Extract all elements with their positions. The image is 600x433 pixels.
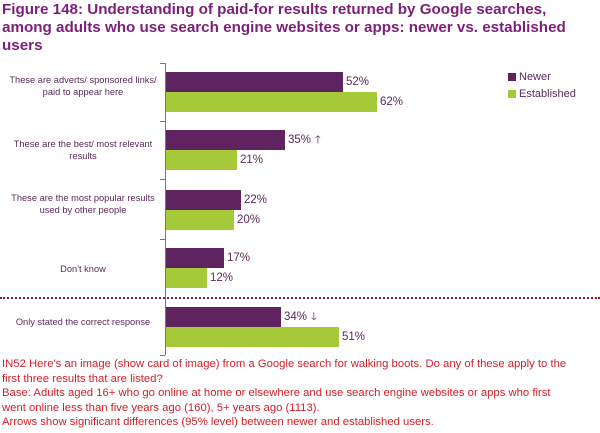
arrow-up-icon: 🡑 — [315, 134, 321, 146]
bar-newer — [166, 248, 224, 268]
axis-tick — [160, 121, 165, 122]
value-label: 62% — [380, 92, 403, 112]
dotted-divider — [0, 297, 600, 299]
category-label: These are the most popular results used … — [11, 193, 155, 215]
legend: Newer Established — [508, 68, 576, 102]
value-label: 34% 🡓 — [284, 307, 317, 327]
value-text: 20% — [237, 214, 261, 226]
footnote-question-cont: first three results that are listed? — [2, 372, 163, 385]
value-label: 51% — [342, 327, 365, 347]
legend-label: Newer — [519, 70, 551, 83]
footnote: IN52 Here's an image (show card of image… — [2, 357, 600, 430]
value-label: 17% — [227, 248, 250, 268]
legend-item-newer: Newer — [508, 68, 576, 85]
value-text: 22% — [244, 194, 268, 206]
footnote-base: Base: Adults aged 16+ who go online at h… — [2, 387, 551, 400]
category-label: These are the best/ most relevant result… — [13, 139, 153, 161]
legend-label: Established — [519, 87, 576, 100]
footnote-base-cont: went online less than five years ago (16… — [2, 401, 320, 414]
category-label: Don't know — [60, 264, 106, 274]
value-label: 35% 🡑 — [288, 130, 321, 150]
footnote-question: IN52 Here's an image (show card of image… — [2, 358, 567, 370]
value-label: 20% — [237, 210, 260, 230]
value-text: 35% — [288, 134, 312, 146]
arrow-down-icon: 🡓 — [311, 311, 317, 323]
bar-established — [166, 268, 207, 288]
value-label: 22% — [244, 190, 267, 210]
value-label: 52% — [346, 72, 369, 92]
y-axis — [165, 63, 166, 355]
bar-newer — [166, 130, 285, 150]
value-label: 21% — [240, 150, 263, 170]
bar-newer — [166, 307, 281, 327]
axis-tick — [160, 239, 165, 240]
value-label: 12% — [210, 268, 233, 288]
bar-newer — [166, 72, 343, 92]
bar-newer — [166, 190, 241, 210]
axis-tick — [160, 63, 165, 64]
axis-tick — [160, 355, 165, 356]
legend-swatch-established — [508, 89, 516, 98]
legend-swatch-newer — [508, 72, 516, 81]
bar-established — [166, 327, 339, 347]
value-text: 12% — [210, 272, 234, 284]
bar-established — [166, 150, 237, 170]
legend-item-established: Established — [508, 85, 576, 102]
value-text: 21% — [240, 154, 264, 166]
figure-title: Figure 148: Understanding of paid-for re… — [2, 1, 566, 54]
footnote-arrows: Arrows show significant differences (95%… — [2, 416, 434, 429]
value-text: 62% — [380, 96, 404, 108]
bar-established — [166, 92, 377, 112]
value-text: 51% — [342, 331, 366, 343]
value-text: 52% — [346, 76, 370, 88]
category-label: Only stated the correct response — [15, 317, 151, 327]
bar-established — [166, 210, 234, 230]
axis-tick — [160, 179, 165, 180]
value-text: 34% — [284, 311, 308, 323]
value-text: 17% — [227, 252, 251, 264]
category-label: These are adverts/ sponsored links/ paid… — [9, 75, 157, 97]
